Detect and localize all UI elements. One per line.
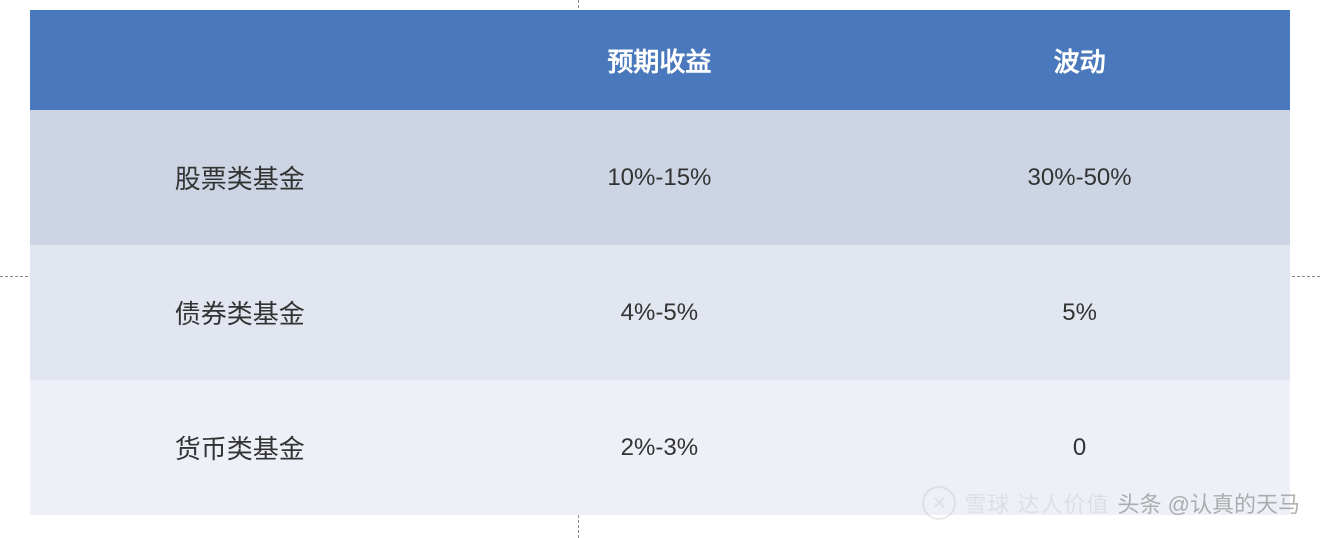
table-header-row: 预期收益 波动 bbox=[30, 10, 1290, 110]
cell-money-return: 2%-3% bbox=[450, 380, 870, 515]
watermark-faint-text: 雪球 达人价值 bbox=[964, 487, 1109, 519]
table: 预期收益 波动 股票类基金 10%-15% 30%-50% 债券类基金 4%-5… bbox=[30, 10, 1290, 515]
watermark: ✕ 雪球 达人价值 头条 @认真的天马 bbox=[922, 486, 1300, 520]
cell-equity-vol: 30%-50% bbox=[869, 110, 1290, 245]
row-label-equity: 股票类基金 bbox=[30, 110, 450, 245]
table-row: 债券类基金 4%-5% 5% bbox=[30, 245, 1290, 380]
table-row: 股票类基金 10%-15% 30%-50% bbox=[30, 110, 1290, 245]
row-label-money: 货币类基金 bbox=[30, 380, 450, 515]
cell-bond-vol: 5% bbox=[869, 245, 1290, 380]
cell-equity-return: 10%-15% bbox=[450, 110, 870, 245]
cell-bond-return: 4%-5% bbox=[450, 245, 870, 380]
watermark-text: 头条 @认真的天马 bbox=[1118, 487, 1300, 519]
col-header-return: 预期收益 bbox=[450, 10, 870, 110]
watermark-logo-icon: ✕ bbox=[922, 486, 956, 520]
fund-comparison-table: 预期收益 波动 股票类基金 10%-15% 30%-50% 债券类基金 4%-5… bbox=[30, 10, 1290, 515]
row-label-bond: 债券类基金 bbox=[30, 245, 450, 380]
col-header-blank bbox=[30, 10, 450, 110]
col-header-volatility: 波动 bbox=[869, 10, 1290, 110]
